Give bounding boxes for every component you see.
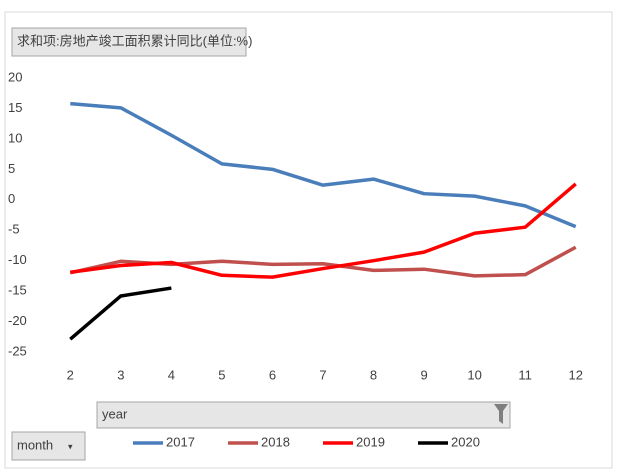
y-tick-label: -5 bbox=[8, 222, 20, 237]
series-line bbox=[70, 182, 577, 279]
legend-label: 2019 bbox=[356, 434, 385, 449]
x-tick-label: 5 bbox=[218, 367, 225, 382]
chart-frame bbox=[4, 11, 613, 469]
y-tick-label: -10 bbox=[8, 252, 27, 267]
y-tick-label: 20 bbox=[8, 69, 22, 84]
legend-label: 2017 bbox=[166, 434, 195, 449]
x-tick-label: 4 bbox=[168, 367, 175, 382]
chart-title[interactable]: 求和项:房地产竣工面积累计同比(单位:%) bbox=[17, 33, 252, 48]
dropdown-arrow[interactable]: ▾ bbox=[68, 441, 73, 451]
y-tick-label: 10 bbox=[8, 130, 22, 145]
x-tick-label: 7 bbox=[319, 367, 326, 382]
y-tick-label: -15 bbox=[8, 283, 27, 298]
y-tick-label: -20 bbox=[8, 313, 27, 328]
series-line bbox=[70, 101, 577, 229]
axis-field-label[interactable]: month bbox=[17, 437, 53, 452]
x-tick-label: 10 bbox=[467, 367, 481, 382]
x-tick-label: 6 bbox=[269, 367, 276, 382]
legend-label: 2020 bbox=[451, 434, 480, 449]
y-tick-label: -25 bbox=[8, 343, 27, 358]
legend-field-label[interactable]: year bbox=[102, 406, 128, 421]
legend-field-button[interactable] bbox=[96, 401, 511, 429]
value-field-button[interactable] bbox=[11, 27, 247, 57]
filter-icon[interactable] bbox=[494, 404, 508, 424]
x-tick-label: 8 bbox=[370, 367, 377, 382]
x-tick-label: 9 bbox=[420, 367, 427, 382]
y-tick-label: 15 bbox=[8, 100, 22, 115]
y-tick-label: 5 bbox=[8, 161, 15, 176]
y-tick-label: 0 bbox=[8, 191, 15, 206]
series-line bbox=[69, 286, 172, 341]
axis-field-button[interactable] bbox=[11, 431, 86, 461]
legend-label: 2018 bbox=[261, 434, 290, 449]
x-tick-label: 3 bbox=[117, 367, 124, 382]
x-tick-label: 2 bbox=[67, 367, 74, 382]
x-tick-label: 11 bbox=[518, 367, 532, 382]
x-tick-label: 12 bbox=[568, 367, 582, 382]
